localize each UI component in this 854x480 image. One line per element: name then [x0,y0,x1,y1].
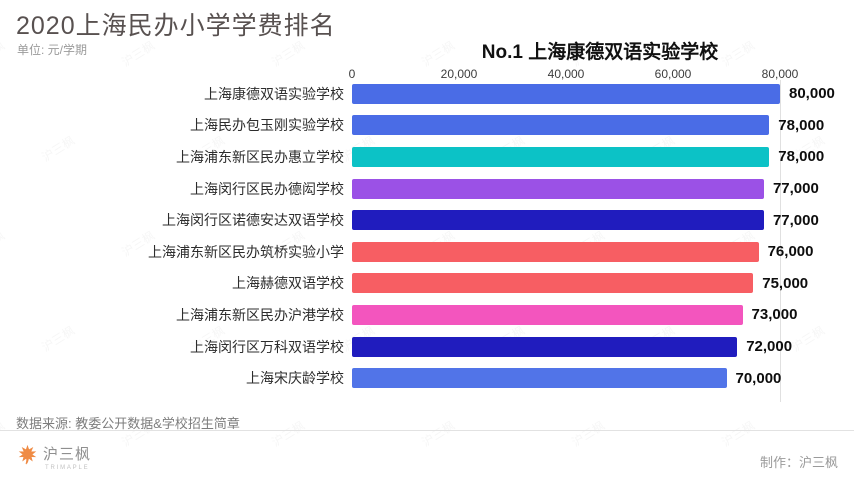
chart-row: 上海民办包玉刚实验学校 78,000 [0,110,854,142]
bar-value-label: 70,000 [735,369,782,387]
unit-label: 单位: 元/学期 [17,43,88,57]
chart-rows: 上海康德双语实验学校 80,000 上海民办包玉刚实验学校 78,000 上海浦东新区民… [0,78,854,394]
bar-label: 上海浦东新区民办筑桥实验小学 [148,243,344,260]
x-axis-tick: 60,000 [654,67,692,81]
chart-row: 上海闵行区万科双语学校 72,000 [0,331,854,363]
brand-logo: 沪三枫 TRIMAPLE [17,443,91,471]
chart-row: 上海宋庆龄学校 70,000 [0,362,854,394]
x-axis: 0 20,000 40,000 60,000 80,000 [0,67,854,81]
bar [352,304,743,325]
bar [352,115,770,136]
bar-label: 上海民办包玉刚实验学校 [190,117,344,134]
bar-label: 上海闵行区民办德闳学校 [190,180,344,197]
gridline-80000 [780,80,781,402]
bar [352,241,759,262]
data-source: 数据来源: 教委公开数据&学校招生简章 [16,416,240,431]
credit-label: 制作：沪三枫 [759,455,838,470]
watermark-text: 沪三枫 [0,38,8,70]
watermark-text: 沪三枫 [0,418,8,450]
bar [352,368,727,389]
bar [352,146,770,167]
bar-value-label: 77,000 [772,211,819,229]
chart-row: 上海闵行区民办德闳学校 77,000 [0,173,854,205]
bar-label: 上海宋庆龄学校 [246,370,344,387]
footer-divider [0,430,854,431]
watermark-text: 沪三枫 [569,418,608,450]
bar [352,336,738,357]
bar-label: 上海闵行区万科双语学校 [190,338,344,355]
x-axis-tick: 80,000 [761,67,799,81]
chart-row: 上海浦东新区民办筑桥实验小学 76,000 [0,236,854,268]
bar-value-label: 80,000 [789,85,835,103]
chart-row: 上海康德双语实验学校 80,000 [0,78,854,110]
maple-leaf-icon [18,444,37,465]
bar [352,273,754,294]
watermark-text: 沪三枫 [719,38,758,70]
page-title: 2020上海民办小学学费排名 [16,12,336,40]
x-axis-tick: 0 [348,67,356,81]
brand-text-block: 沪三枫 TRIMAPLE [43,443,91,471]
chart-row: 上海浦东新区民办沪港学校 73,000 [0,299,854,331]
watermark-text: 沪三枫 [719,418,758,450]
brand-subtext: TRIMAPLE [45,465,90,471]
chart-row: 上海浦东新区民办惠立学校 78,000 [0,141,854,173]
chart-title: No.1 上海康德双语实验学校 [481,42,719,63]
bar [352,210,764,231]
bar [352,83,780,104]
bar-value-label: 76,000 [767,243,814,261]
bar-label: 上海浦东新区民办沪港学校 [176,306,344,323]
bar-value-label: 75,000 [762,274,809,292]
bar-value-label: 77,000 [772,180,819,198]
watermark-text: 沪三枫 [269,418,308,450]
bar-label: 上海康德双语实验学校 [204,85,344,102]
bar-value-label: 72,000 [746,338,793,356]
bar-value-label: 78,000 [778,148,825,166]
watermark-text: 沪三枫 [419,38,458,70]
watermark-text: 沪三枫 [419,418,458,450]
x-axis-tick: 40,000 [547,67,585,81]
x-axis-tick: 20,000 [440,67,478,81]
bar-label: 上海赫德双语学校 [232,275,344,292]
bar-label: 上海闵行区诺德安达双语学校 [162,212,344,229]
chart-row: 上海闵行区诺德安达双语学校 77,000 [0,204,854,236]
chart-row: 上海赫德双语学校 75,000 [0,268,854,300]
bar [352,178,764,199]
bar-value-label: 73,000 [751,306,798,324]
brand-name: 沪三枫 [43,446,92,463]
bar-value-label: 78,000 [778,116,825,134]
bar-label: 上海浦东新区民办惠立学校 [176,148,344,165]
